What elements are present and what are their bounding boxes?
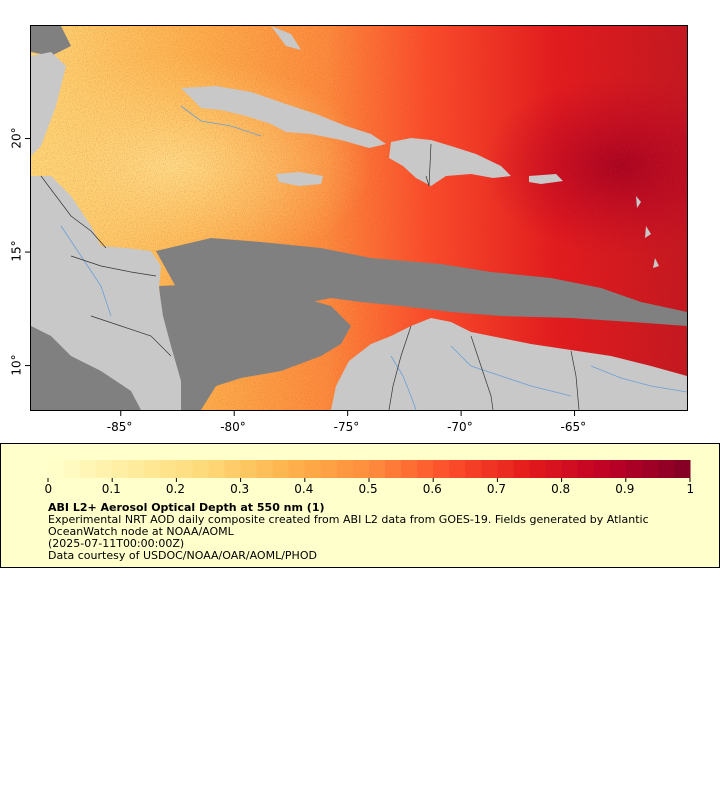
aod-field-map[interactable] [31, 26, 687, 410]
x-tick-label: -65° [560, 420, 587, 434]
colorbar-segment [625, 460, 643, 478]
rivers [60, 105, 687, 410]
legend-title: ABI L2+ Aerosol Optical Depth at 550 nm … [48, 501, 325, 514]
colorbar-segment [144, 460, 161, 478]
colorbar-segment [304, 460, 322, 478]
colorbar-segment [192, 460, 209, 478]
colorbar-segment [112, 460, 129, 478]
land-central-america [31, 176, 181, 410]
legend-credit: Data courtesy of USDOC/NOAA/OAR/AOML/PHO… [48, 549, 317, 562]
colorbar-segment [272, 460, 290, 478]
colorbar-segment [176, 460, 193, 478]
colorbar-segment [48, 460, 65, 478]
colorbar-tick-label: 0.6 [422, 482, 442, 496]
colorbar-segment [208, 460, 226, 478]
colorbar-segment [385, 460, 402, 478]
colorbar-segment [288, 460, 306, 478]
colorbar-segment [481, 460, 498, 478]
colorbar-tick-label: 0 [44, 482, 53, 496]
colorbar-tick-label: 0.2 [165, 482, 185, 496]
colorbar-segment [593, 460, 611, 478]
colorbar-segment [433, 460, 450, 478]
colorbar [47, 460, 691, 482]
land-bahamas [271, 26, 301, 50]
no-data-region-south [231, 322, 291, 344]
colorbar-segment [529, 460, 547, 478]
no-data-region-western-caribbean [159, 284, 351, 410]
colorbar-segment [64, 460, 81, 478]
colorbar-segment [80, 460, 97, 478]
colorbar-segment [561, 460, 579, 478]
no-data-region-caribbean [156, 238, 687, 326]
colorbar-segment [224, 460, 242, 478]
colorbar-segment [160, 460, 177, 478]
land-yucatan-gulf-coast [31, 52, 66, 156]
colorbar-tick-label: 0.4 [294, 482, 314, 496]
colorbar-segment [673, 460, 691, 478]
colorbar-segment [465, 460, 482, 478]
colorbar-tick-label: 1 [686, 482, 695, 496]
colorbar-segment [128, 460, 145, 478]
legend-description: Experimental NRT AOD daily composite cre… [48, 513, 649, 538]
land-puerto-rico [529, 174, 563, 184]
land-cuba [181, 86, 386, 148]
land-jamaica [276, 172, 323, 186]
y-tick-label: 15° [9, 240, 24, 262]
colorbar-segment [449, 460, 466, 478]
colorbar-tick-label: 0.1 [101, 482, 121, 496]
colorbar-segment [609, 460, 627, 478]
colorbar-segment [657, 460, 675, 478]
colorbar-segment [240, 460, 258, 478]
colorbar-segment [497, 460, 514, 478]
colorbar-tick-label: 0.9 [615, 482, 635, 496]
colorbar-segment [545, 460, 563, 478]
y-tick-label: 10° [9, 353, 24, 376]
colorbar-tick-label: 0.8 [551, 482, 571, 496]
colorbar-segment [336, 460, 354, 478]
colorbar-segment [513, 460, 530, 478]
colorbar-segment [352, 460, 370, 478]
colorbar-tick-label: 0.7 [486, 482, 506, 496]
y-tick-label: 20° [9, 126, 24, 149]
land-hispaniola [389, 138, 511, 186]
colorbar-segment [96, 460, 113, 478]
land-lesser-antilles [636, 196, 659, 268]
colorbar-segment [417, 460, 434, 478]
legend-timestamp: (2025-07-11T00:00:00Z) [48, 537, 185, 550]
no-data-region-gulf [31, 26, 71, 56]
map-panel[interactable] [30, 25, 688, 411]
colorbar-tick-label: 0.5 [358, 482, 378, 496]
legend-panel: 0 0.1 0.2 0.3 0.4 0.5 0.6 0.7 0.8 0.9 1 ABI L2+ Ae… [0, 443, 720, 568]
colorbar-segment [641, 460, 659, 478]
country-borders [40, 143, 580, 410]
colorbar-segment [256, 460, 274, 478]
land-south-america [331, 318, 687, 410]
colorbar-segment [320, 460, 338, 478]
x-tick-label: -70° [447, 420, 473, 434]
x-tick-label: -75° [333, 420, 360, 434]
colorbar-tick-label: 0.3 [230, 482, 250, 496]
colorbar-segment [369, 460, 386, 478]
x-tick-label: -80° [220, 420, 246, 434]
x-tick-label: -85° [106, 420, 133, 434]
colorbar-segment [401, 460, 418, 478]
colorbar-segment [577, 460, 595, 478]
